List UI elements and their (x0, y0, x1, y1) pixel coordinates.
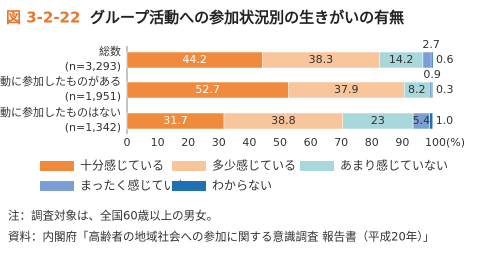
value-label: 37.9 (334, 83, 359, 96)
bar-segment (429, 81, 433, 99)
legend-swatch (40, 161, 74, 171)
value-label: 38.8 (271, 114, 296, 127)
bar-segment (430, 51, 434, 69)
value-label: 44.2 (182, 53, 207, 66)
value-label: 14.2 (389, 53, 414, 66)
note: 注：調査対象は、全国60歳以上の男女。 (8, 209, 218, 223)
value-label: 38.3 (309, 53, 334, 66)
x-tick-label: 90 (395, 136, 409, 149)
x-tick-label: 70 (334, 136, 348, 149)
note: 資料：内閣府「高齢者の地域社会への参加に関する意識調査 報告書（平成20年）」 (8, 230, 435, 244)
x-tick-label: 40 (242, 136, 256, 149)
value-label: 1.0 (436, 114, 454, 127)
x-tick-label: 0 (124, 136, 131, 149)
value-label: 5.4 (413, 114, 431, 127)
legend-label: わからない (212, 179, 272, 193)
x-tick-label: 20 (181, 136, 195, 149)
x-tick-label: 50 (273, 136, 287, 149)
legend-swatch (172, 161, 206, 171)
bar-segment (429, 112, 433, 130)
x-tick-label: 60 (304, 136, 318, 149)
value-label: 0.9 (423, 68, 441, 81)
value-label: 23 (371, 114, 385, 127)
category-label: 総数 (99, 44, 121, 58)
value-label: 52.7 (195, 83, 220, 96)
x-tick-label: 80 (365, 136, 379, 149)
value-label: 8.2 (408, 83, 426, 96)
x-tick-label: 30 (212, 136, 226, 149)
category-label: 活動に参加したものがある (0, 74, 121, 88)
legend-swatch (40, 181, 74, 191)
value-label: 0.6 (436, 53, 454, 66)
value-label: 0.3 (436, 83, 454, 96)
bar-segment (431, 81, 434, 99)
bar-segment (422, 51, 432, 69)
figure-label: 図 3-2-22 (6, 9, 80, 27)
category-label: 活動に参加したものはない (0, 105, 121, 119)
category-note: (n=1,951) (65, 90, 121, 103)
legend-label: 十分感じている (80, 158, 164, 173)
legend-swatch (300, 161, 334, 171)
value-label: 31.7 (163, 114, 188, 127)
x-tick-label: 100(%) (425, 136, 465, 149)
value-label: 2.7 (422, 38, 440, 51)
legend-label: あまり感じていない (340, 158, 448, 173)
chart-title: グループ活動への参加状況別の生きがいの有無 (90, 9, 404, 27)
category-note: (n=1,342) (65, 121, 121, 134)
legend-label: まったく感じていない (80, 178, 200, 193)
x-tick-label: 10 (151, 136, 165, 149)
category-note: (n=3,293) (65, 60, 121, 73)
legend-swatch (172, 181, 206, 191)
legend-label: 多少感じている (212, 158, 296, 173)
